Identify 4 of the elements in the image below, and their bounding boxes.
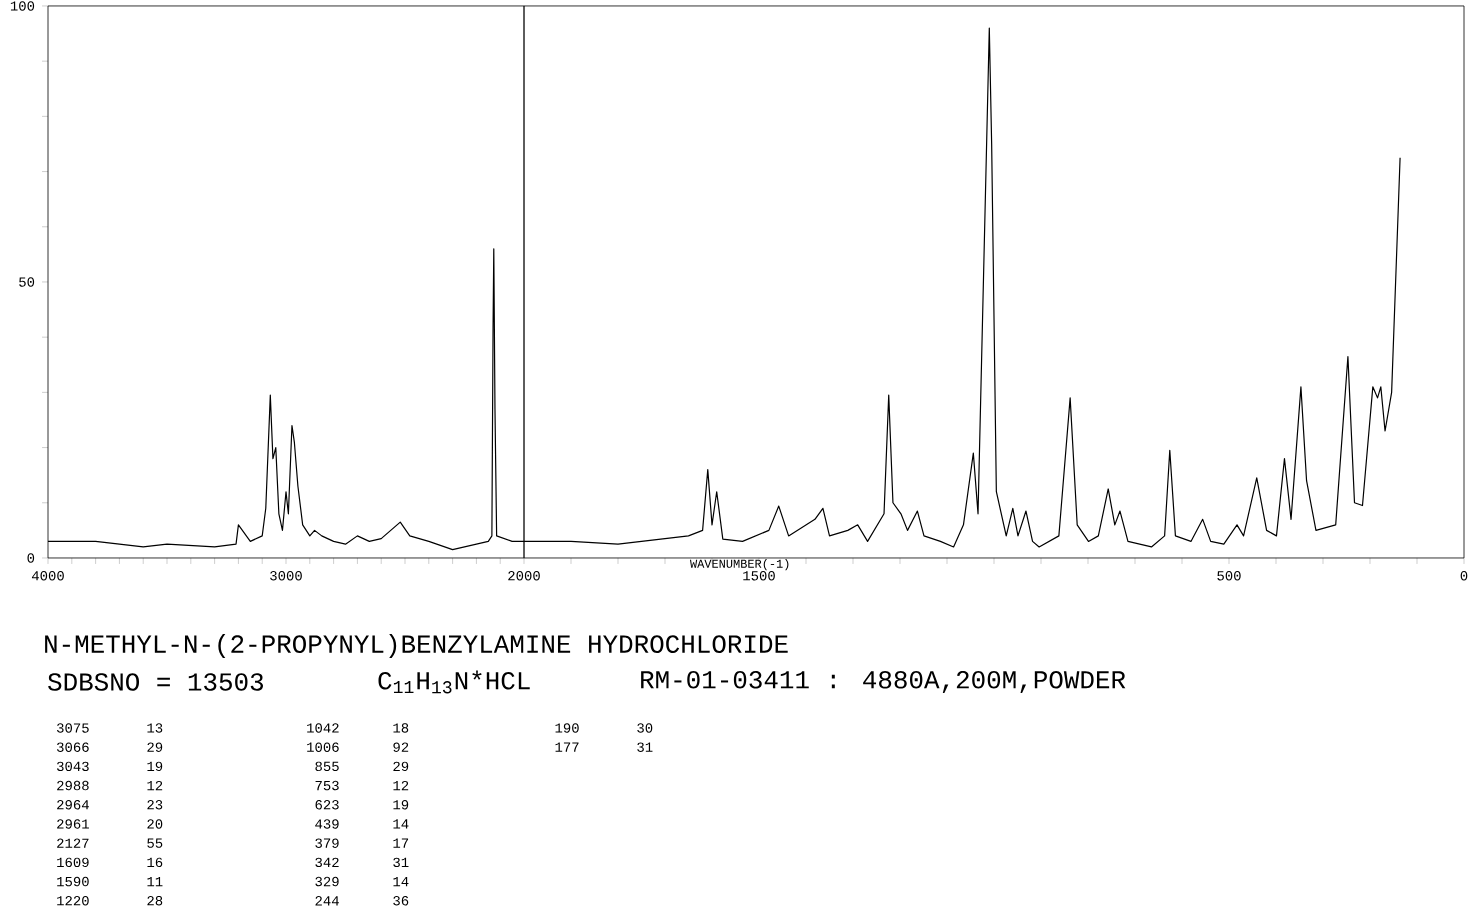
text: SDBSNO = 13503 [48, 673, 263, 691]
text: RM-01-03411 : 4880A,200M,POWDER [641, 670, 1126, 693]
text: C$_{11}$H$_{13}$N*HCL [378, 670, 530, 694]
text: N-METHYL-N-(2-PROPYNYL)BENZYLAMINE HYDROCHLORIDE [45, 633, 788, 659]
